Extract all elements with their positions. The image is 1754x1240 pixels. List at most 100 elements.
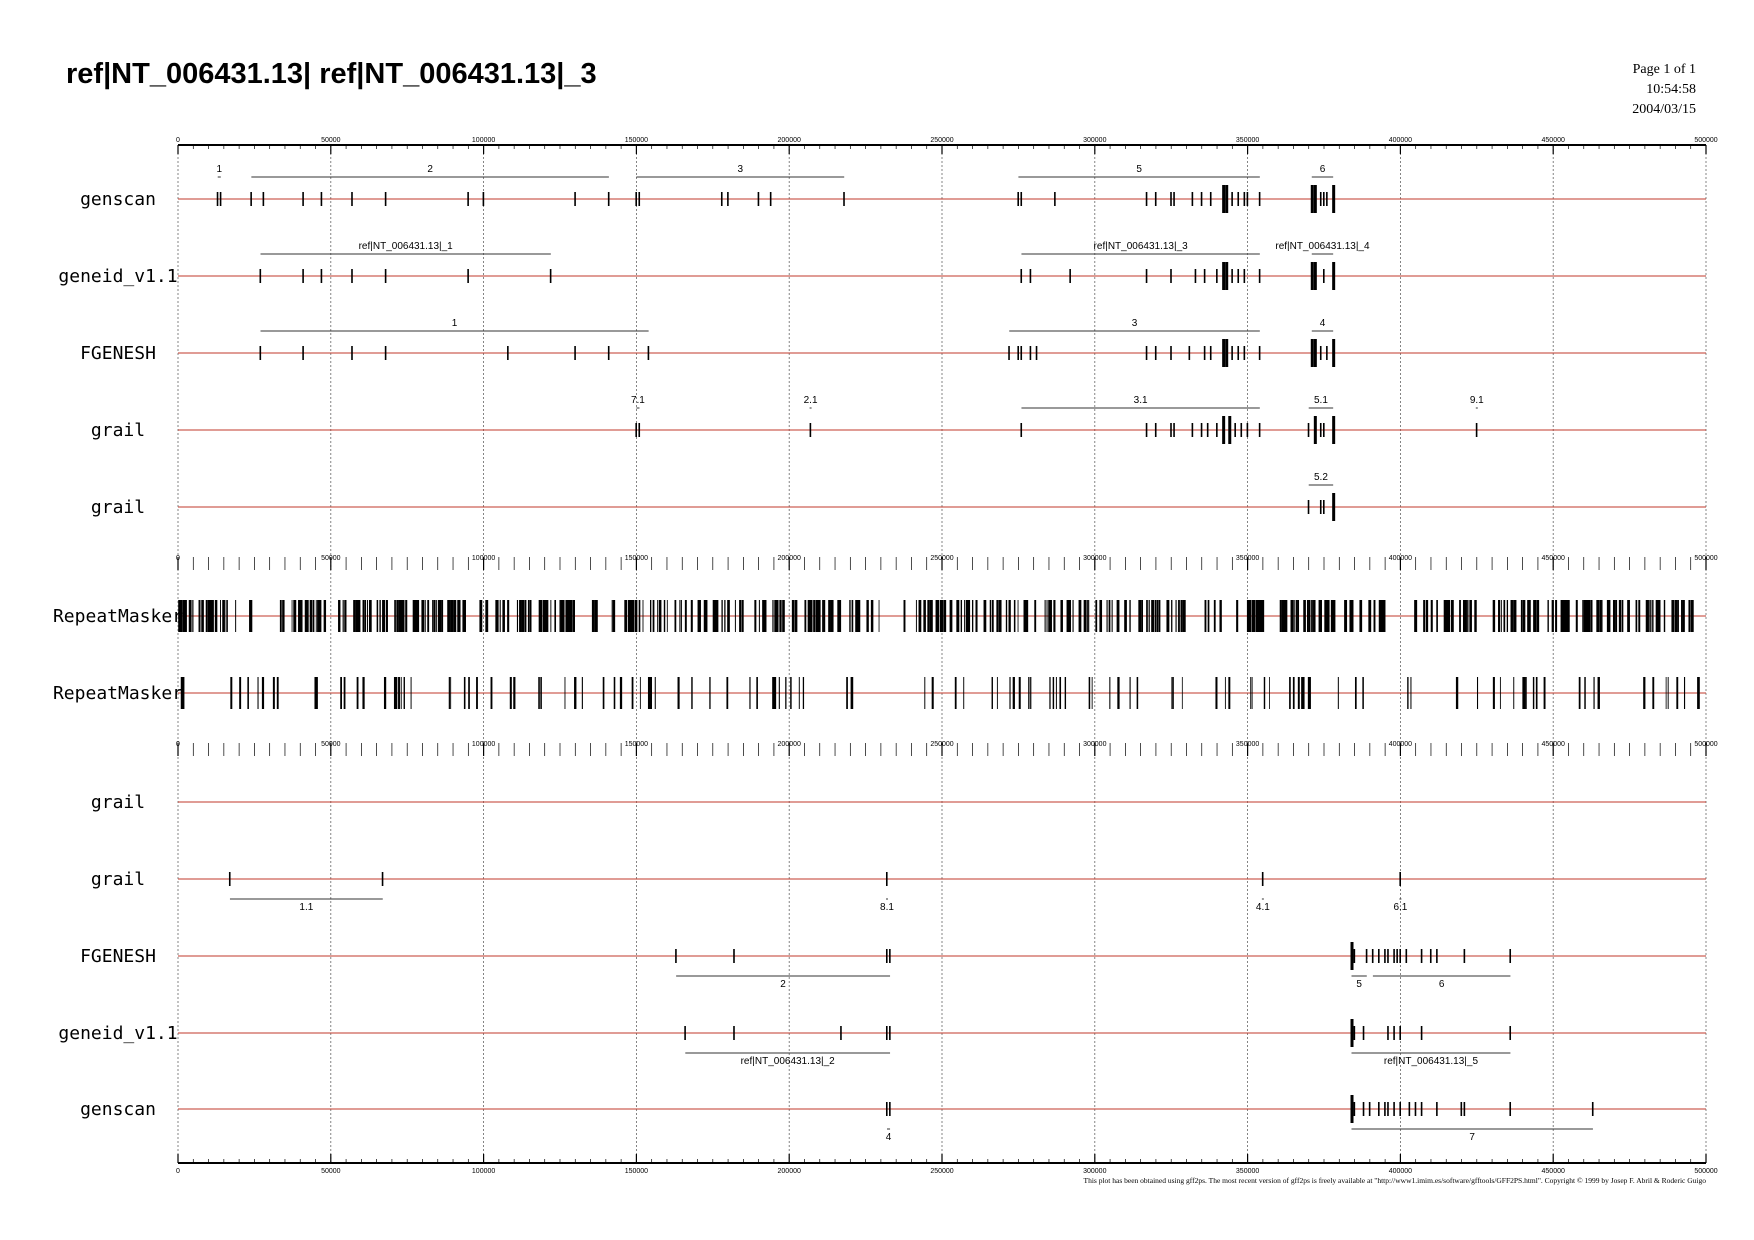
exon-feature	[1313, 185, 1317, 213]
axis-tick-label: 150000	[625, 741, 648, 748]
repeat-feature	[1463, 600, 1467, 632]
repeat-feature	[417, 600, 420, 632]
exon-feature	[1384, 949, 1386, 963]
axis-ruler: 0 50000 100000 150000 200000 250000 300000 3500…	[176, 555, 1718, 570]
repeat-feature	[776, 600, 779, 632]
repeat-feature	[1124, 600, 1127, 632]
track: FGENESH 1 3 4	[80, 318, 1706, 367]
repeat-feature	[572, 600, 576, 632]
repeat-feature	[830, 600, 834, 632]
repeat-feature	[230, 677, 233, 709]
repeat-feature	[1284, 600, 1287, 632]
repeat-feature	[1551, 600, 1554, 632]
repeat-feature	[967, 600, 971, 632]
repeat-feature	[1297, 600, 1300, 632]
exon-feature	[1246, 423, 1249, 437]
exon-feature	[1332, 185, 1336, 213]
repeat-feature	[319, 600, 322, 632]
repeat-feature	[785, 677, 787, 709]
axis-tick-label: 450000	[1542, 1168, 1565, 1175]
repeat-feature	[521, 600, 525, 632]
repeat-feature	[180, 677, 184, 709]
repeat-feature	[1083, 600, 1087, 632]
repeat-feature	[183, 600, 187, 632]
exon-feature	[1326, 192, 1328, 206]
exon-feature	[1173, 192, 1175, 206]
repeat-feature	[697, 600, 701, 632]
gene-name-label: 5.1	[1314, 395, 1328, 406]
repeat-feature	[208, 600, 211, 632]
gene: 2.1	[804, 395, 818, 437]
repeat-feature	[513, 677, 516, 709]
repeat-feature	[356, 677, 359, 709]
repeat-feature	[502, 600, 505, 632]
repeat-feature	[1224, 677, 1226, 709]
exon-feature	[1222, 185, 1226, 213]
repeat-feature	[1583, 600, 1587, 632]
repeat-feature	[183, 600, 185, 632]
repeat-feature	[1587, 600, 1591, 632]
exon-feature	[482, 192, 485, 206]
exon-feature	[1350, 1019, 1354, 1047]
repeat-feature	[427, 600, 430, 632]
repeat-feature	[344, 600, 347, 632]
repeat-feature	[817, 600, 820, 632]
gene: 5.1	[1307, 395, 1336, 444]
repeat-feature	[674, 600, 677, 632]
gene: 6.1	[1393, 872, 1408, 913]
exon-feature	[1225, 262, 1229, 290]
exon-feature	[733, 1026, 735, 1040]
exon-feature	[727, 192, 729, 206]
repeat-feature	[1676, 677, 1679, 709]
track-label: genscan	[80, 189, 156, 210]
exon-feature	[1029, 269, 1032, 283]
repeat-feature	[1008, 600, 1010, 632]
repeat-feature	[1333, 600, 1336, 632]
repeat-feature	[1645, 600, 1648, 632]
repeat-feature	[758, 600, 760, 632]
repeat-feature	[1383, 600, 1386, 632]
repeat-feature	[222, 600, 225, 632]
repeat-feature	[1436, 600, 1438, 632]
track: RepeatMasker	[53, 600, 1706, 632]
repeat-feature	[1528, 600, 1531, 632]
repeat-feature	[631, 600, 635, 632]
repeat-feature	[180, 600, 183, 632]
exon-feature	[1154, 346, 1157, 360]
exon-feature	[1429, 949, 1432, 963]
repeat-feature	[490, 677, 493, 709]
repeat-feature	[1492, 600, 1496, 632]
repeat-feature	[724, 600, 726, 632]
repeat-feature	[1612, 600, 1616, 632]
axis-tick-label: 150000	[625, 137, 648, 144]
exon-feature	[1228, 416, 1232, 444]
repeat-feature	[485, 600, 489, 632]
repeat-feature	[1648, 600, 1650, 632]
repeat-feature	[1178, 600, 1180, 632]
gene: 2	[250, 164, 610, 206]
repeat-feature	[1503, 600, 1506, 632]
repeat-feature	[179, 600, 182, 632]
repeat-feature	[1688, 600, 1691, 632]
repeat-feature	[1292, 677, 1295, 709]
repeat-feature	[1106, 600, 1108, 632]
repeat-feature	[441, 600, 444, 632]
axis-tick-label: 350000	[1236, 1168, 1259, 1175]
repeat-feature	[1656, 600, 1659, 632]
repeat-feature	[1467, 600, 1469, 632]
repeat-feature	[574, 677, 577, 709]
exon-feature	[1310, 185, 1314, 213]
repeat-feature	[756, 677, 758, 709]
exon-feature	[1225, 185, 1229, 213]
repeat-feature	[940, 600, 944, 632]
repeat-feature	[1183, 600, 1186, 632]
exon-feature	[1231, 346, 1233, 360]
repeat-feature	[1087, 600, 1089, 632]
repeat-feature	[1447, 600, 1451, 632]
exon-feature	[1231, 269, 1233, 283]
exon-feature	[1332, 339, 1336, 367]
repeat-feature	[1455, 677, 1459, 709]
repeat-feature	[1333, 600, 1335, 632]
repeat-feature	[1251, 600, 1255, 632]
